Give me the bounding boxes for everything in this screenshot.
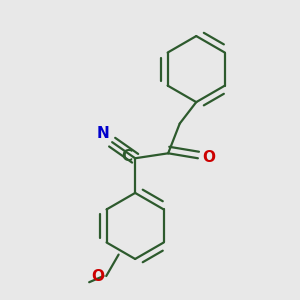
Text: O: O (92, 268, 105, 284)
Text: O: O (202, 150, 215, 165)
Text: N: N (97, 125, 110, 140)
Text: C: C (122, 149, 133, 164)
